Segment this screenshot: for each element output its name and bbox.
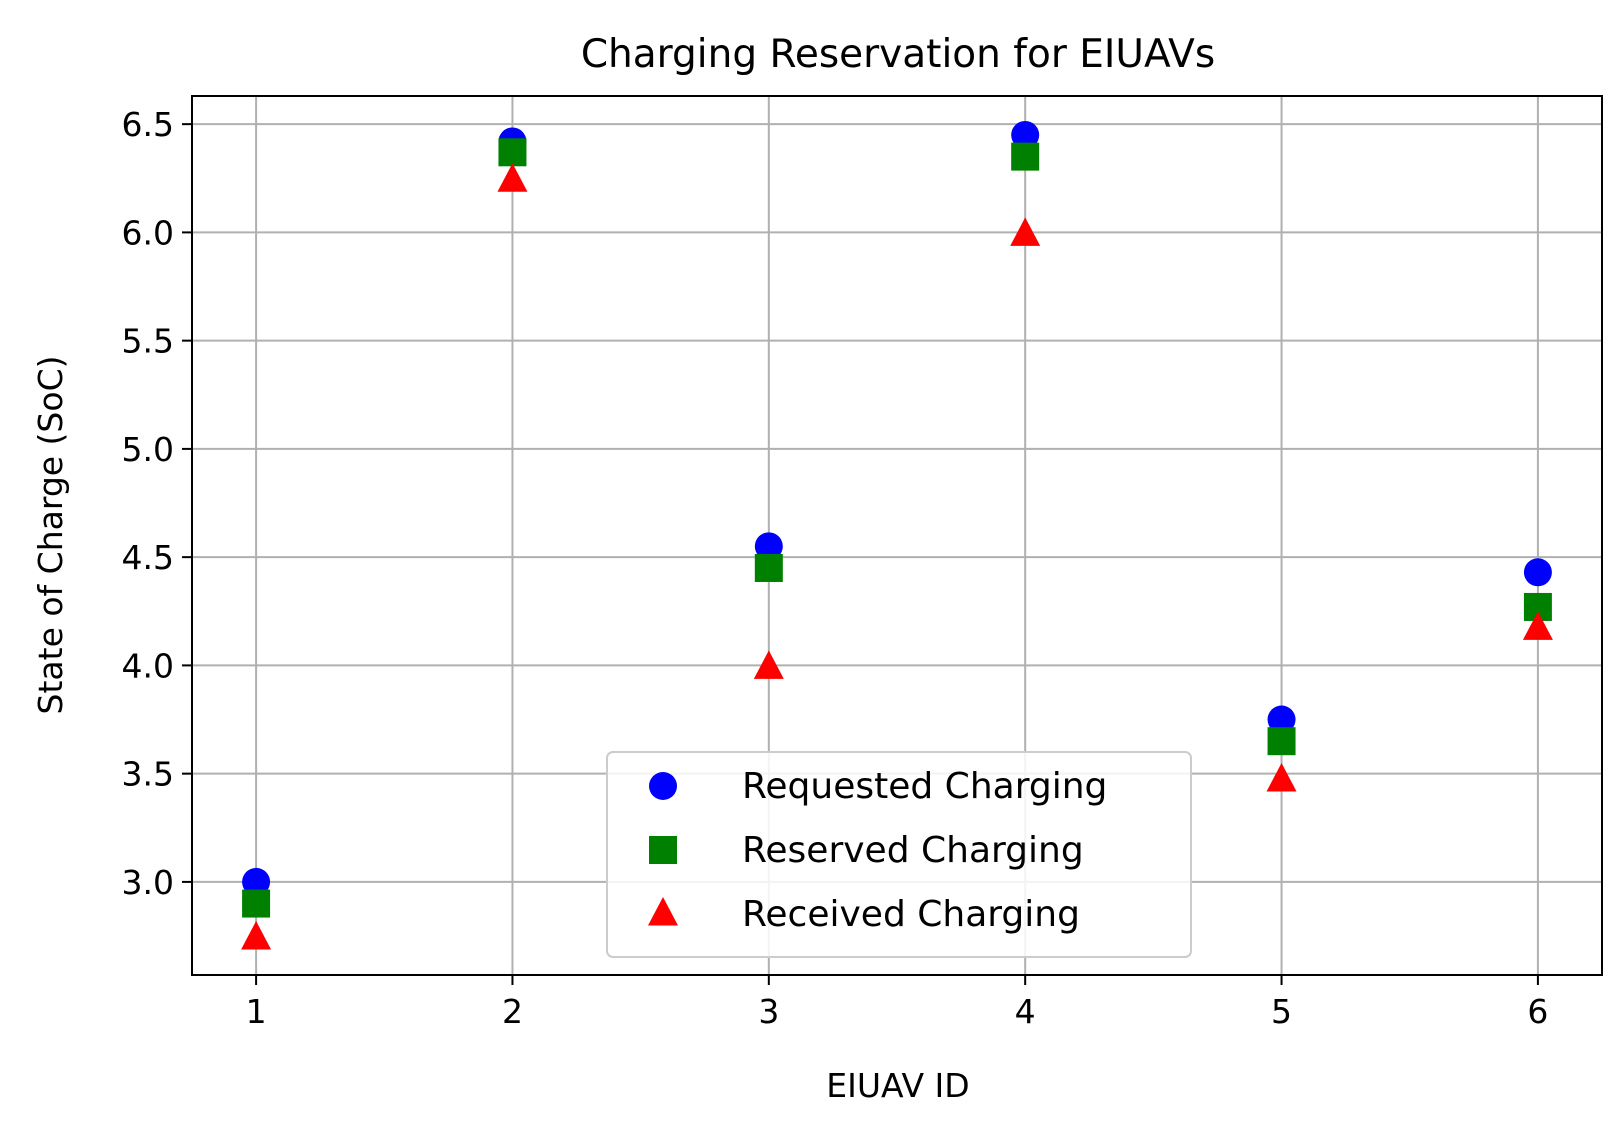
requested-point <box>242 867 271 896</box>
reserved-point <box>754 553 783 582</box>
y-axis-label: State of Charge (SoC) <box>31 356 70 715</box>
requested-point <box>754 532 783 561</box>
y-axis: 3.0 3.5 4.0 4.5 5.0 5.5 6.0 6.5 <box>122 105 192 902</box>
y-tick-label: 3.5 <box>122 755 174 794</box>
y-tick-label: 4.0 <box>122 646 174 685</box>
y-tick-label: 3.0 <box>122 863 174 902</box>
reserved-point <box>242 889 271 918</box>
y-tick-label: 6.0 <box>122 213 174 252</box>
legend-marker-received <box>648 897 678 926</box>
legend: Requested Charging Reserved Charging Rec… <box>606 751 1192 958</box>
requested-point <box>1523 558 1552 587</box>
y-tick-label: 5.5 <box>122 322 174 361</box>
x-tick-label: 5 <box>1271 992 1292 1031</box>
received-point <box>241 921 272 950</box>
legend-marker-reserved <box>649 836 677 864</box>
legend-markers <box>648 772 678 926</box>
y-tick-label: 5.0 <box>122 430 174 469</box>
chart-title: Charging Reservation for EIUAVs <box>581 32 1215 77</box>
received-point <box>1010 217 1041 246</box>
plot-area-frame <box>191 95 1603 976</box>
received-point <box>497 163 528 192</box>
reserved-point <box>1267 727 1296 756</box>
legend-marker-requested <box>649 772 677 800</box>
received-point <box>753 650 784 679</box>
x-axis-label: EIUAV ID <box>826 1066 969 1105</box>
x-tick-label: 6 <box>1527 992 1548 1031</box>
legend-label-requested: Requested Charging <box>742 766 1107 807</box>
y-tick-label: 6.5 <box>122 105 174 144</box>
x-tick-label: 4 <box>1015 992 1036 1031</box>
received-point <box>1522 611 1553 640</box>
data-points <box>241 120 1553 950</box>
requested-point <box>1267 705 1296 734</box>
reserved-point <box>1011 142 1040 171</box>
received-point <box>1266 762 1297 792</box>
legend-label-reserved: Reserved Charging <box>742 830 1084 871</box>
x-tick-label: 3 <box>758 992 779 1031</box>
x-axis: 1 2 3 4 5 6 <box>246 975 1548 1031</box>
y-tick-label: 4.5 <box>122 538 174 577</box>
x-tick-label: 1 <box>246 992 267 1031</box>
legend-box <box>606 751 1192 958</box>
legend-label-received: Received Charging <box>742 894 1080 935</box>
reserved-point <box>498 138 527 167</box>
requested-point <box>1011 120 1040 149</box>
x-tick-label: 2 <box>502 992 523 1031</box>
